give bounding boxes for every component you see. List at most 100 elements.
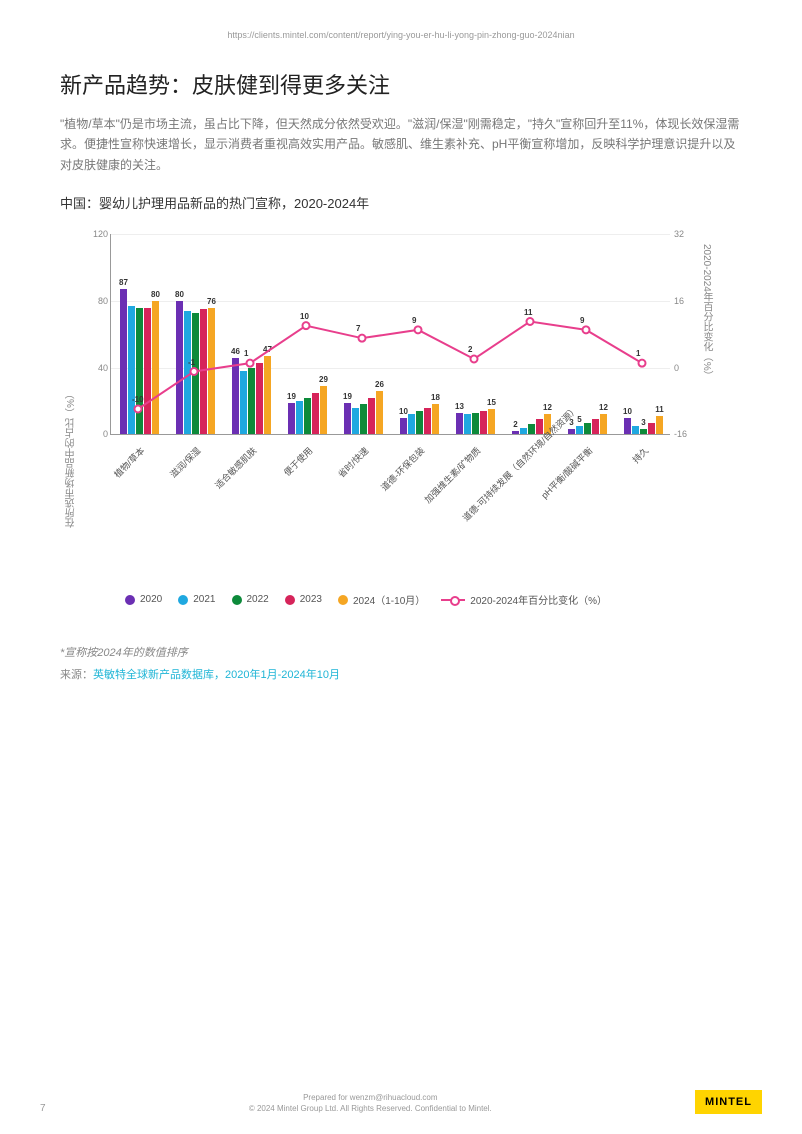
bar-value: 80 — [149, 290, 163, 299]
legend-item: 2024（1-10月） — [338, 592, 425, 607]
bar-value: 12 — [541, 403, 555, 412]
line-value: -1 — [188, 358, 195, 367]
prepared-line1: Prepared for wenzm@rihuacloud.com — [46, 1092, 695, 1103]
bar — [184, 311, 191, 434]
bar — [208, 308, 215, 435]
bar-value: 87 — [117, 278, 131, 287]
bar-value: 10 — [621, 407, 635, 416]
bar — [360, 404, 367, 434]
line-value: 1 — [636, 349, 640, 358]
bar — [568, 429, 575, 434]
bar — [376, 391, 383, 434]
line-value: 9 — [580, 316, 584, 325]
bar-value: 46 — [229, 347, 243, 356]
bar — [656, 416, 663, 434]
bar — [288, 403, 295, 435]
bar — [576, 426, 583, 434]
bar — [640, 429, 647, 434]
bar — [472, 413, 479, 435]
bar — [648, 423, 655, 435]
bar — [600, 414, 607, 434]
bar-value: 15 — [485, 398, 499, 407]
bar — [264, 356, 271, 434]
line-value: 1 — [244, 349, 248, 358]
line-value: 11 — [524, 308, 532, 317]
y1-tick: 80 — [80, 296, 108, 306]
bar — [424, 408, 431, 435]
page-title: 新产品趋势：皮肤健到得更多关注 — [60, 68, 742, 100]
bar — [248, 368, 255, 435]
bar — [344, 403, 351, 435]
bar — [120, 289, 127, 434]
bar-value: 29 — [317, 375, 331, 384]
bar — [520, 428, 527, 435]
bar — [624, 418, 631, 435]
legend: 20202021202220232024（1-10月）2020-2024年百分比… — [125, 592, 685, 607]
bar-value: 11 — [653, 405, 667, 414]
bar — [512, 431, 519, 434]
bar — [240, 371, 247, 434]
bar-value: 13 — [453, 402, 467, 411]
y1-tick: 0 — [80, 429, 108, 439]
bar — [592, 419, 599, 434]
bar — [312, 393, 319, 435]
bar — [232, 358, 239, 435]
bar — [528, 424, 535, 434]
bar — [144, 308, 151, 435]
mintel-logo: MINTEL — [695, 1090, 762, 1114]
source-url: https://clients.mintel.com/content/repor… — [60, 30, 742, 40]
bar — [152, 301, 159, 434]
chart-title: 中国：婴幼儿护理用品新品的热门宣称，2020-2024年 — [60, 193, 742, 212]
bar — [296, 401, 303, 434]
prepared-for: Prepared for wenzm@rihuacloud.com © 2024… — [46, 1092, 695, 1114]
bar — [416, 411, 423, 434]
prepared-line2: © 2024 Mintel Group Ltd. All Rights Rese… — [46, 1103, 695, 1114]
y1-tick: 120 — [80, 229, 108, 239]
source-link[interactable]: 英敏特全球新产品数据库，2020年1月-2024年10月 — [93, 669, 340, 681]
legend-item: 2023 — [285, 594, 322, 605]
bar-value: 12 — [597, 403, 611, 412]
bar — [488, 409, 495, 434]
bar — [352, 408, 359, 435]
bar-value: 19 — [285, 392, 299, 401]
plot-area: 8780807646471929192610181315212351210311 — [110, 234, 670, 434]
line-value: -10 — [132, 395, 144, 404]
bar — [304, 398, 311, 435]
footer: 7 Prepared for wenzm@rihuacloud.com © 20… — [0, 1090, 802, 1114]
bar — [456, 413, 463, 435]
source-label: 来源： — [60, 669, 93, 681]
bar — [432, 404, 439, 434]
bar — [536, 419, 543, 434]
bar — [136, 308, 143, 435]
bar-value: 18 — [429, 393, 443, 402]
bar — [200, 309, 207, 434]
bar-value: 76 — [205, 297, 219, 306]
y2-tick: 0 — [674, 363, 702, 373]
bar — [464, 414, 471, 434]
line-value: 7 — [356, 324, 360, 333]
source: 来源：英敏特全球新产品数据库，2020年1月-2024年10月 — [60, 666, 742, 682]
bar — [368, 398, 375, 435]
bar — [256, 363, 263, 435]
line-value: 2 — [468, 345, 472, 354]
bar-value: 26 — [373, 380, 387, 389]
bar-value: 19 — [341, 392, 355, 401]
bar — [176, 301, 183, 434]
bar — [480, 411, 487, 434]
legend-item: 2020 — [125, 594, 162, 605]
chart: 在所选市场新品中的占比（%） 2020-2024年百分比变化（%） 040801… — [70, 224, 710, 604]
legend-item: 2021 — [178, 594, 215, 605]
bar — [408, 414, 415, 434]
bar — [320, 386, 327, 434]
bar-value: 80 — [173, 290, 187, 299]
y1-tick: 40 — [80, 363, 108, 373]
bar — [192, 313, 199, 435]
bar — [128, 306, 135, 434]
footnote: *宣称按2024年的数值排序 — [60, 644, 742, 660]
legend-item: 2022 — [232, 594, 269, 605]
y2-axis-label: 2020-2024年百分比变化（%） — [699, 244, 714, 381]
line-value: 10 — [300, 312, 309, 321]
y2-tick: 16 — [674, 296, 702, 306]
line-value: 9 — [412, 316, 416, 325]
bar-value: 47 — [261, 345, 275, 354]
